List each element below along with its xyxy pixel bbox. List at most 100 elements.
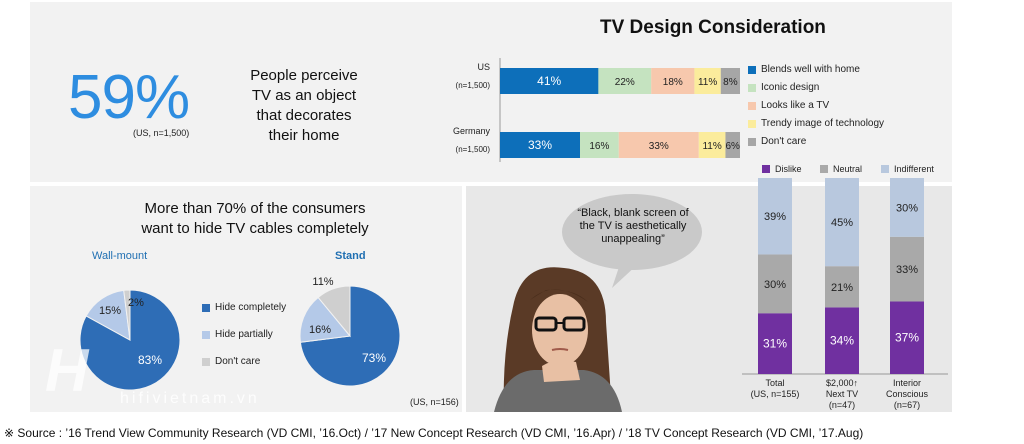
watermark-logo: H xyxy=(45,337,88,404)
wall-mount-pie: 83% 15% 2% xyxy=(79,289,181,391)
legend-item: Iconic design xyxy=(748,82,819,93)
bar-label: 33% xyxy=(528,138,552,152)
legend-swatch xyxy=(202,357,210,366)
legend-label: Iconic design xyxy=(761,82,820,93)
headline-statement: People perceive TV as an object that dec… xyxy=(226,66,382,146)
legend-swatch xyxy=(748,101,756,110)
legend-label: Hide completely xyxy=(215,302,287,313)
bar-label: 30% xyxy=(764,279,786,291)
bar-segment xyxy=(825,178,859,267)
legend-item: Looks like a TV xyxy=(748,100,829,111)
legend-label: Blends well with home xyxy=(761,64,860,75)
legend-swatch xyxy=(762,165,770,173)
bar-label: 18% xyxy=(663,77,683,88)
bar-label: 45% xyxy=(831,217,853,229)
screen-opinion-chart: 31% 30% 39% Total(US, n=155) 34% 21% 45% $2,000… xyxy=(742,178,948,410)
bar-label: 37% xyxy=(895,331,919,345)
pie-label: 2% xyxy=(128,297,144,309)
legend-item: Hide completely xyxy=(202,302,286,313)
legend-swatch xyxy=(881,165,889,173)
bar-segment xyxy=(618,132,699,158)
legend-swatch xyxy=(748,119,756,128)
bar-segment xyxy=(720,68,740,94)
design-chart-title: TV Design Consideration xyxy=(600,17,826,38)
legend-swatch xyxy=(748,83,756,92)
watermark-text: hifivietnam.vn xyxy=(120,390,260,407)
category-label: US xyxy=(477,62,490,72)
bar-segment xyxy=(758,313,792,374)
bar-segment xyxy=(725,132,740,158)
pie-label: 11% xyxy=(312,276,333,288)
bar-label: 11% xyxy=(698,77,717,88)
category-label: $2,000↑ xyxy=(826,378,858,388)
legend-swatch xyxy=(202,303,210,312)
bar-segment xyxy=(825,307,859,374)
legend-label: Don't care xyxy=(761,136,807,147)
cables-title-line: More than 70% of the consumers xyxy=(144,200,366,217)
legend-swatch xyxy=(748,65,756,74)
bar-label: 30% xyxy=(896,202,918,214)
stand-label: Stand xyxy=(335,250,366,262)
legend-swatch xyxy=(748,137,756,146)
bar-segment xyxy=(758,254,792,314)
legend-item: Indifferent xyxy=(881,164,934,174)
category-label: Total xyxy=(765,378,784,388)
pie-label: 15% xyxy=(99,305,121,317)
bar-segment xyxy=(698,132,726,158)
category-label: (n=47) xyxy=(829,400,855,410)
category-label: Conscious xyxy=(886,389,929,399)
stand-pie: 73% 16% 11% xyxy=(299,276,401,387)
pie-label: 16% xyxy=(309,324,331,336)
bar-label: 6% xyxy=(726,141,741,152)
pie-label: 83% xyxy=(138,353,162,367)
bar-label: 34% xyxy=(830,334,854,348)
statement-line: that decorates xyxy=(256,107,352,124)
source-footer: ※ Source : ’16 Trend View Community Rese… xyxy=(4,426,864,440)
category-note: (n=1,500) xyxy=(456,145,491,154)
category-label: Next TV xyxy=(826,389,858,399)
bar-segment xyxy=(825,266,859,308)
legend-label: Hide partially xyxy=(215,329,273,340)
bar-label: 16% xyxy=(589,141,609,152)
category-note: (n=1,500) xyxy=(456,81,491,90)
bar-segment xyxy=(890,236,924,302)
legend-label: Looks like a TV xyxy=(761,100,830,111)
bar-segment xyxy=(890,178,924,237)
category-label: (US, n=155) xyxy=(751,389,800,399)
bar-segment xyxy=(890,301,924,374)
bar-segment xyxy=(758,178,792,255)
legend-item: Neutral xyxy=(820,164,862,174)
pie-label: 73% xyxy=(362,351,386,365)
legend-label: Neutral xyxy=(833,164,863,174)
category-label: (n=67) xyxy=(894,400,920,410)
wall-mount-label: Wall-mount xyxy=(92,250,148,262)
cables-title-line: want to hide TV cables completely xyxy=(141,220,369,237)
bar-segment xyxy=(580,132,619,158)
quote-text: “Black, blank screen of the TV is aesthe… xyxy=(577,207,689,245)
bar-label: 33% xyxy=(649,141,669,152)
legend-swatch xyxy=(202,330,210,339)
bar-segment xyxy=(651,68,695,94)
bar-label: 39% xyxy=(764,211,786,223)
bar-segment xyxy=(500,132,580,158)
top-panel xyxy=(30,2,952,182)
legend-swatch xyxy=(820,165,828,173)
legend-item: Dislike xyxy=(762,164,802,174)
legend-item: Don't care xyxy=(202,356,260,367)
legend-item: Blends well with home xyxy=(748,64,860,75)
statement-line: People perceive xyxy=(250,67,358,84)
bar-label: 31% xyxy=(763,337,787,351)
legend-item: Trendy image of technology xyxy=(748,118,884,129)
bar-label: 41% xyxy=(537,74,561,88)
bar-label: 21% xyxy=(831,282,853,294)
cables-sample-note: (US, n=156) xyxy=(410,397,459,407)
bar-segment xyxy=(500,68,599,94)
statement-line: TV as an object xyxy=(251,87,357,104)
speech-bubble xyxy=(562,194,702,288)
woman-illustration xyxy=(494,267,622,412)
category-label: Germany xyxy=(453,126,491,136)
legend-item: Don't care xyxy=(748,136,806,147)
legend-label: Trendy image of technology xyxy=(761,118,885,129)
legend-label: Indifferent xyxy=(894,164,934,174)
bar-label: 8% xyxy=(723,77,738,88)
